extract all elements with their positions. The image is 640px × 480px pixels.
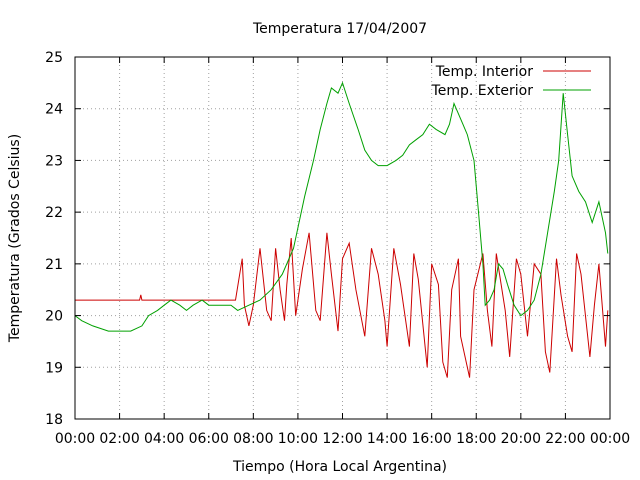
y-tick-label: 25 [45,50,63,66]
series-line-exterior [74,81,609,332]
y-tick-label: 22 [45,205,63,221]
x-tick-label: 00:00 [590,431,630,447]
x-tick-label: 16:00 [411,431,451,447]
x-tick-label: 10:00 [278,431,318,447]
x-axis-label: Tiempo (Hora Local Argentina) [232,459,447,475]
legend-label-interior: Temp. Interior [435,64,534,80]
legend: Temp. Interior Temp. Exterior [431,64,591,99]
x-tick-label: 02:00 [99,431,139,447]
chart-title: Temperatura 17/04/2007 [252,21,427,37]
y-tick-label: 19 [45,360,63,376]
x-tick-label: 06:00 [189,431,229,447]
y-tick-label: 24 [45,102,63,118]
x-tick-label: 08:00 [233,431,273,447]
series-line-interior [75,232,609,378]
y-axis-label: Temperatura (Grados Celsius) [7,134,23,343]
x-tick-label: 22:00 [545,431,585,447]
tick-labels: 00:00 02:00 04:00 06:00 08:00 10:00 12:00 14:00… [45,50,630,447]
axis-ticks [74,56,611,420]
grid-lines [75,57,610,419]
y-tick-label: 23 [45,153,63,169]
y-tick-label: 20 [45,309,63,325]
x-tick-label: 20:00 [501,431,541,447]
x-tick-label: 00:00 [55,431,95,447]
x-tick-label: 18:00 [456,431,496,447]
x-tick-label: 14:00 [367,431,407,447]
x-tick-label: 12:00 [322,431,362,447]
series-lines [74,81,609,378]
x-tick-label: 04:00 [144,431,184,447]
y-tick-label: 21 [45,257,63,273]
y-tick-label: 18 [45,412,63,428]
legend-label-exterior: Temp. Exterior [431,83,534,99]
